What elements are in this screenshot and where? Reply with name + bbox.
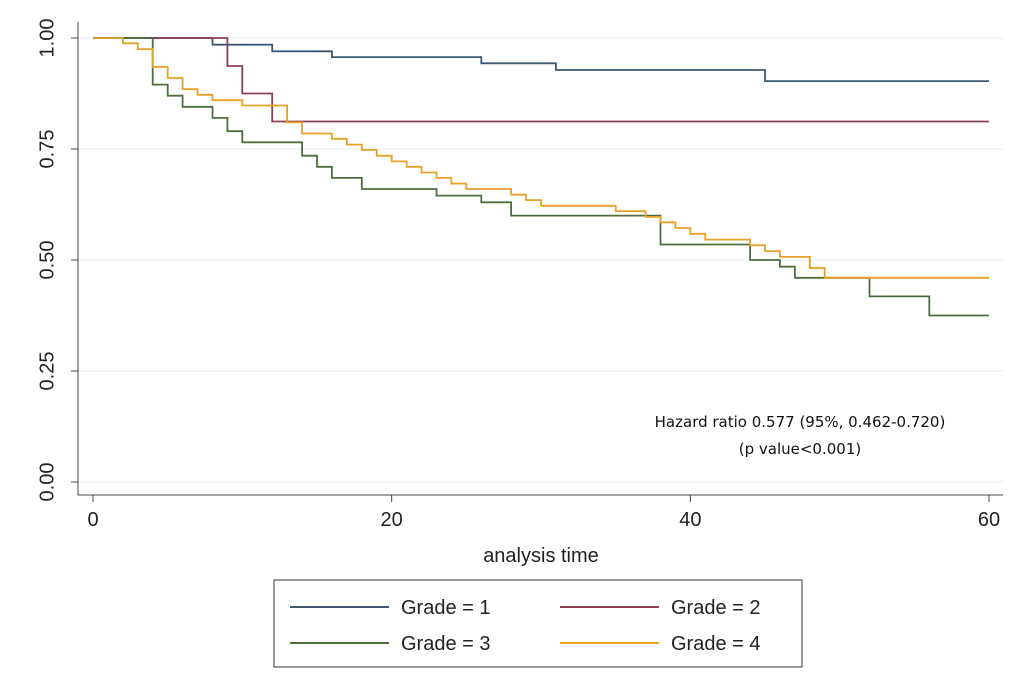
legend-label: Grade = 2 (671, 597, 761, 619)
x-tick-label: 40 (679, 509, 701, 531)
x-axis-title: analysis time (483, 545, 599, 567)
hazard-ratio-annotation: (p value<0.001) (739, 440, 861, 458)
legend-label: Grade = 3 (401, 633, 491, 655)
series-line-3 (93, 37, 989, 317)
series-line-4 (93, 37, 989, 279)
x-tick-label: 20 (381, 509, 403, 531)
x-tick-label: 60 (978, 509, 1000, 531)
hazard-ratio-annotation: Hazard ratio 0.577 (95%, 0.462-0.720) (655, 413, 946, 431)
series-line-2 (93, 37, 989, 123)
series-line-1 (93, 37, 989, 82)
y-tick-label: 0.75 (36, 130, 58, 169)
x-tick-label: 0 (87, 509, 98, 531)
legend-box (273, 579, 803, 668)
y-tick-label: 1.00 (36, 19, 58, 58)
legend-label: Grade = 1 (401, 597, 491, 619)
y-tick-label: 0.50 (36, 241, 58, 280)
legend-label: Grade = 4 (671, 633, 761, 655)
y-tick-label: 0.25 (36, 352, 58, 391)
y-tick-label: 0.00 (36, 463, 58, 502)
